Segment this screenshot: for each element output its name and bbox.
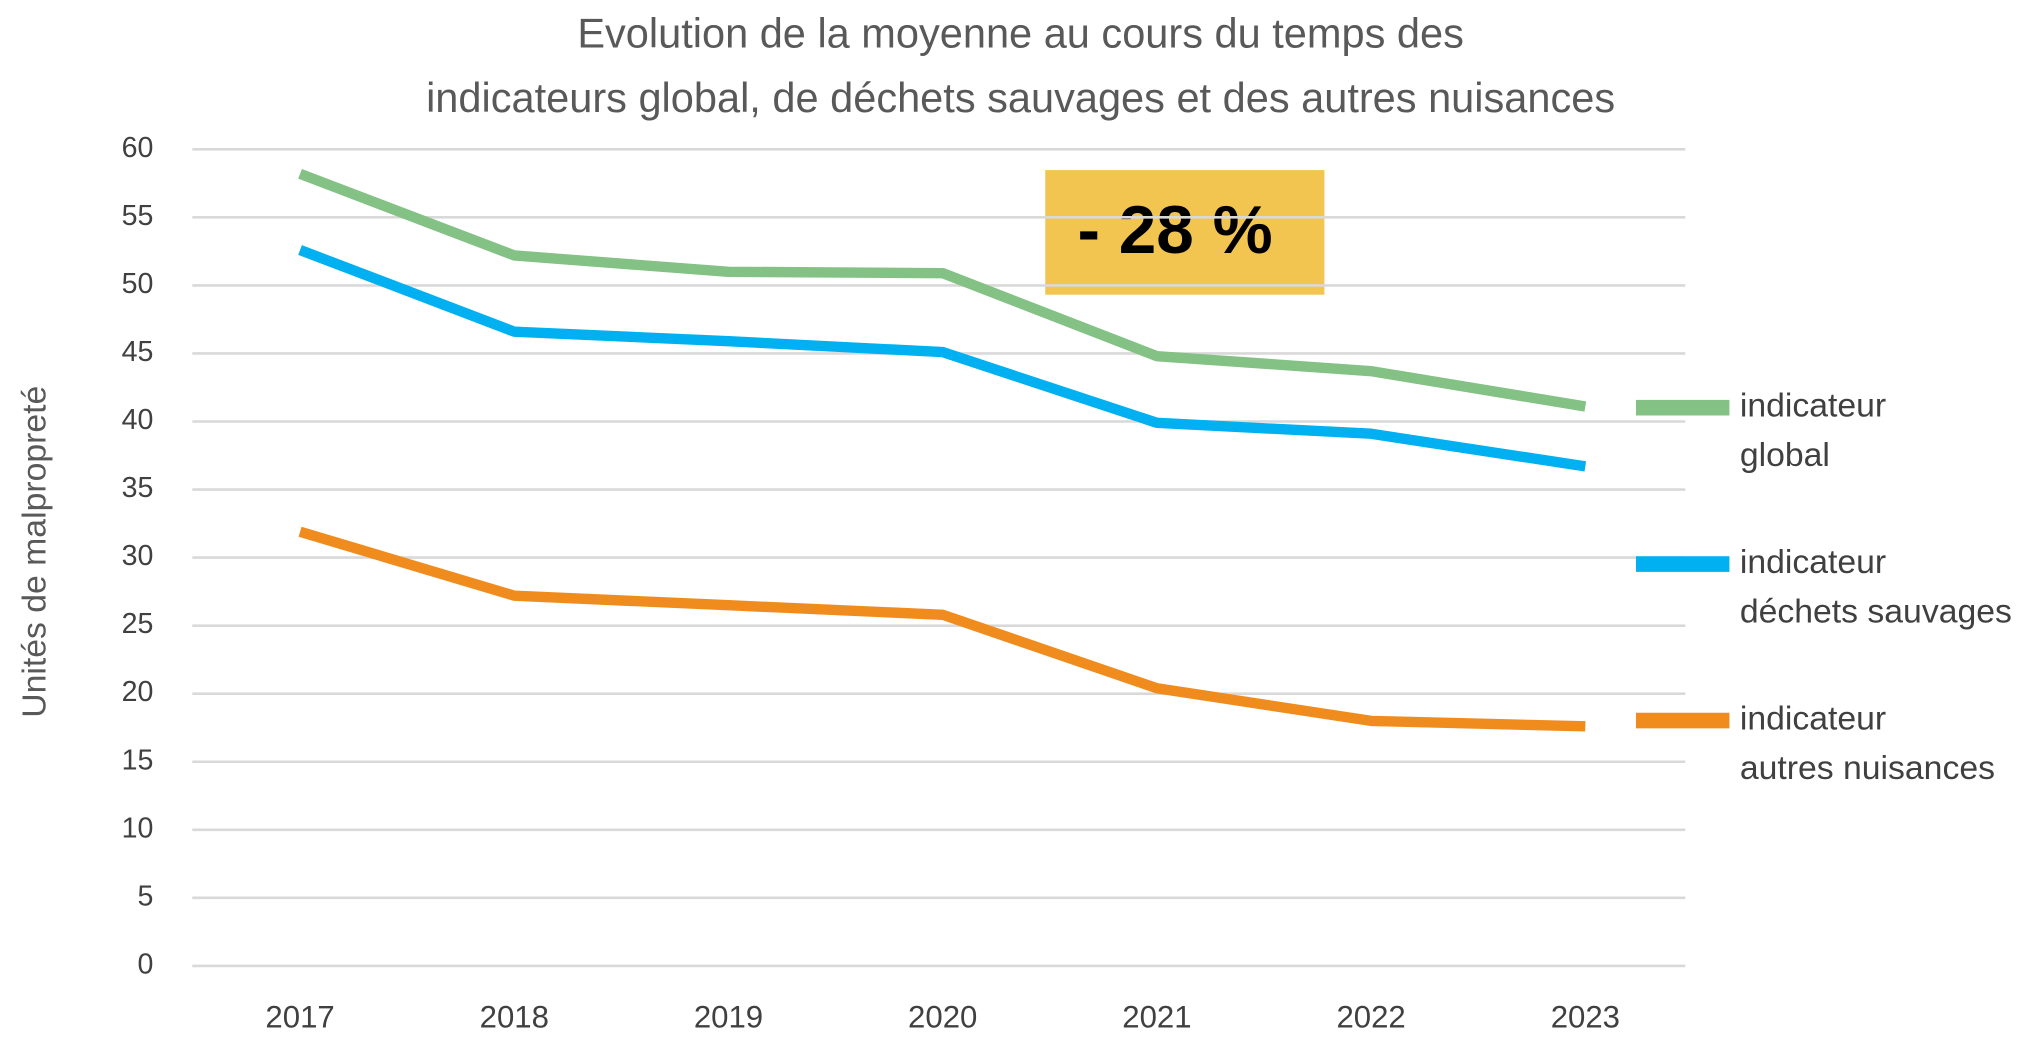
annotation: - 28 % bbox=[1078, 193, 1273, 268]
chart-title: Evolution de la moyenne au cours du temp… bbox=[577, 9, 1464, 56]
y-tick-label: 40 bbox=[122, 404, 154, 436]
x-tick-label: 2017 bbox=[265, 999, 334, 1034]
y-tick-label: 25 bbox=[122, 608, 154, 640]
x-tick-label: 2020 bbox=[908, 999, 977, 1034]
x-tick-label: 2021 bbox=[1122, 999, 1191, 1034]
x-tick-label: 2018 bbox=[480, 999, 549, 1034]
x-tick-label: 2019 bbox=[694, 999, 763, 1034]
y-tick-label: 10 bbox=[122, 812, 154, 844]
series-line bbox=[298, 245, 1587, 472]
y-tick-label: 20 bbox=[122, 676, 154, 708]
x-tick-label: 2023 bbox=[1551, 999, 1620, 1034]
legend-label: indicateur global bbox=[1740, 387, 1886, 474]
chart-title: indicateurs global, de déchets sauvages … bbox=[426, 74, 1615, 121]
legend-label: indicateur déchets sauvages bbox=[1740, 543, 2012, 630]
y-tick-label: 60 bbox=[122, 132, 154, 164]
y-tick-label: 45 bbox=[122, 336, 154, 368]
legend-label: indicateur autres nuisances bbox=[1740, 699, 1995, 786]
y-tick-label: 5 bbox=[137, 880, 153, 912]
y-tick-label: 30 bbox=[122, 540, 154, 572]
y-tick-label: 50 bbox=[122, 268, 154, 300]
y-axis-label: Unités de malpropreté bbox=[15, 386, 53, 718]
annotation-box bbox=[1045, 170, 1325, 295]
y-tick-label: 55 bbox=[122, 200, 154, 232]
series-line bbox=[298, 526, 1586, 732]
y-tick-label: 0 bbox=[137, 948, 153, 980]
series-line bbox=[298, 168, 1587, 412]
y-tick-label: 15 bbox=[122, 744, 154, 776]
y-tick-label: 35 bbox=[122, 472, 154, 504]
x-tick-label: 2022 bbox=[1336, 999, 1405, 1034]
